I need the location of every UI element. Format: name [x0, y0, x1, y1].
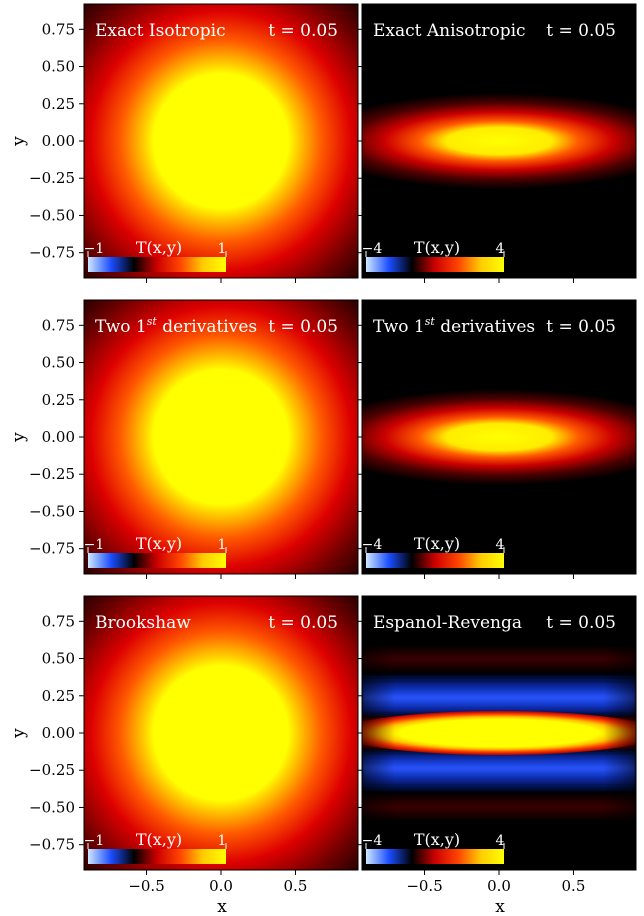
heatmap-panel-5 [84, 596, 358, 870]
colorbar-label: T(x,y) [414, 238, 460, 257]
y-tick-label: 0.00 [42, 132, 75, 150]
heatmap-panel-3 [84, 300, 358, 574]
panel-title: Espanol-Revenga [373, 613, 522, 633]
x-tick-label: 0.5 [284, 877, 308, 895]
panels-layer: Exact Isotropic t = 0.05 −1 1 T(x,y) Exact An… [79, 3, 637, 875]
colorbar [88, 257, 226, 272]
panel-title-superscript: st [425, 315, 436, 328]
colorbar [88, 553, 226, 568]
heatmap-panel-2 [362, 4, 636, 278]
panel-title: Exact Isotropic [95, 21, 226, 41]
heatmap-field [84, 596, 358, 870]
colorbar-min-label: −1 [84, 833, 105, 849]
colorbar-min-label: −4 [362, 241, 383, 257]
colorbar-max-label: 1 [218, 241, 227, 257]
axes-labels-layer: 0.750.500.250.00−0.25−0.50−0.75y0.750.50… [9, 20, 585, 916]
colorbar [366, 257, 504, 272]
y-tick-label: 0.00 [42, 724, 75, 742]
panel-title-rest: derivatives [157, 317, 257, 337]
panel-title-rest: derivatives [435, 317, 535, 337]
y-tick-label: 0.75 [42, 20, 75, 38]
panel-title: Two 1st derivatives [95, 315, 257, 337]
heatmap-edge-fade [362, 645, 636, 821]
y-tick-label: −0.75 [29, 836, 75, 854]
panel-time-label: t = 0.05 [546, 317, 616, 337]
colorbar-max-label: 1 [218, 537, 227, 553]
y-axis-label: y [9, 432, 29, 443]
y-tick-label: −0.50 [29, 502, 75, 520]
panel-time-label: t = 0.05 [546, 613, 616, 633]
colorbar-label: T(x,y) [414, 534, 460, 553]
y-tick-label: −0.75 [29, 244, 75, 262]
panel-time-label: t = 0.05 [268, 317, 338, 337]
y-tick-label: 0.25 [42, 391, 75, 409]
heatmap-field [362, 389, 636, 485]
panel-title-superscript: st [147, 315, 158, 328]
heatmap-field [84, 300, 358, 574]
x-tick-label: 0.5 [562, 877, 586, 895]
colorbar-min-label: −4 [362, 537, 383, 553]
y-tick-label: 0.50 [42, 354, 75, 372]
panel-title: Two 1st derivatives [373, 315, 535, 337]
colorbar [366, 553, 504, 568]
colorbar-max-label: 4 [496, 537, 505, 553]
y-tick-label: 0.00 [42, 428, 75, 446]
colorbar-max-label: 4 [496, 241, 505, 257]
x-tick-label: −0.5 [128, 877, 164, 895]
colorbar-max-label: 4 [496, 833, 505, 849]
panel-time-label: t = 0.05 [268, 613, 338, 633]
x-axis-label: x [495, 897, 505, 916]
panel-time-label: t = 0.05 [268, 21, 338, 41]
colorbar-min-label: −1 [84, 241, 105, 257]
y-tick-label: −0.25 [29, 465, 75, 483]
y-tick-label: 0.25 [42, 95, 75, 113]
y-tick-label: −0.25 [29, 169, 75, 187]
colorbar [88, 849, 226, 864]
y-tick-label: −0.50 [29, 798, 75, 816]
colorbar [366, 849, 504, 864]
x-tick-label: −0.5 [406, 877, 442, 895]
heatmap-panel-4 [362, 300, 636, 574]
panel-title: Brookshaw [95, 613, 191, 633]
y-tick-label: −0.75 [29, 540, 75, 558]
y-tick-label: 0.75 [42, 612, 75, 630]
y-tick-label: 0.75 [42, 316, 75, 334]
colorbar-min-label: −4 [362, 833, 383, 849]
x-tick-label: 0.0 [209, 877, 233, 895]
y-tick-label: 0.50 [42, 650, 75, 668]
panel-time-label: t = 0.05 [546, 21, 616, 41]
x-axis-label: x [217, 897, 227, 916]
colorbar-min-label: −1 [84, 537, 105, 553]
colorbar-label: T(x,y) [136, 238, 182, 257]
y-tick-label: −0.25 [29, 761, 75, 779]
colorbar-label: T(x,y) [414, 830, 460, 849]
y-axis-label: y [9, 728, 29, 739]
heatmap-field [362, 93, 636, 189]
colorbar-label: T(x,y) [136, 534, 182, 553]
y-tick-label: 0.25 [42, 687, 75, 705]
panel-title: Exact Anisotropic [373, 21, 526, 41]
y-tick-label: 0.50 [42, 58, 75, 76]
heatmap-field [84, 4, 358, 278]
heatmap-panel-1 [84, 4, 358, 278]
x-tick-label: 0.0 [487, 877, 511, 895]
heatmap-panel-6 [362, 596, 636, 870]
colorbar-max-label: 1 [218, 833, 227, 849]
y-tick-label: −0.50 [29, 206, 75, 224]
y-axis-label: y [9, 136, 29, 147]
colorbar-label: T(x,y) [136, 830, 182, 849]
